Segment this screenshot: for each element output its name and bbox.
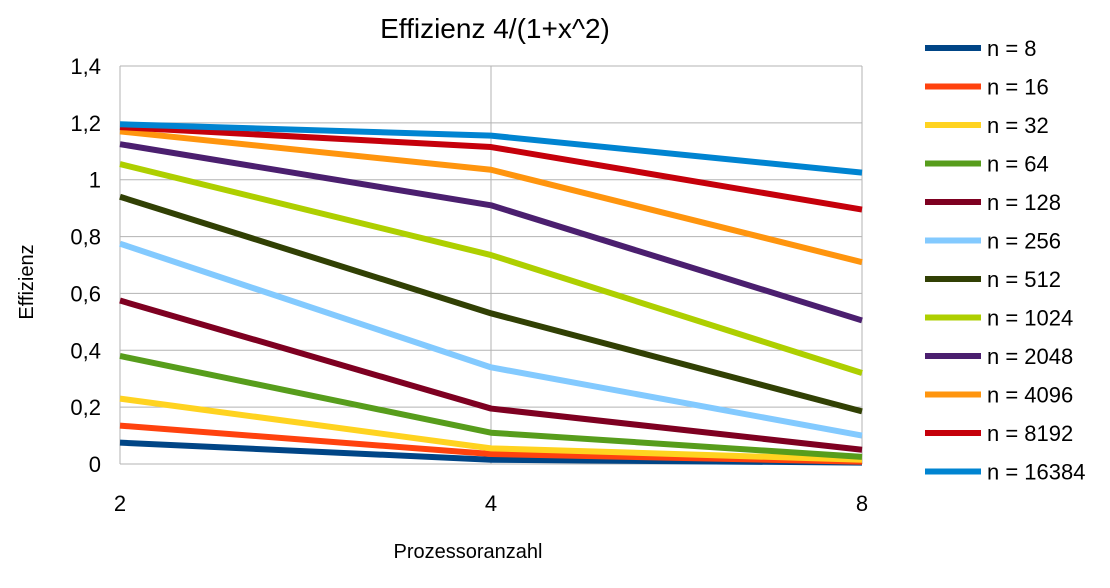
legend-item: n = 2048 (925, 344, 1073, 369)
series-line-n16 (119, 422, 863, 465)
legend-item: n = 4096 (925, 383, 1073, 408)
y-tick-label: 0,8 (70, 225, 101, 250)
series-line-n32 (119, 395, 863, 463)
y-tick-label: 1 (89, 168, 101, 193)
legend-item: n = 16 (925, 75, 1049, 100)
legend-item: n = 128 (925, 190, 1061, 215)
x-tick-label: 2 (114, 491, 126, 516)
legend-label: n = 2048 (987, 344, 1073, 369)
legend-label: n = 256 (987, 229, 1061, 254)
legend-item: n = 32 (925, 113, 1049, 138)
legend-label: n = 8192 (987, 421, 1073, 446)
legend-item: n = 1024 (925, 306, 1073, 331)
series-line-n256 (119, 240, 863, 439)
legend-label: n = 64 (987, 152, 1049, 177)
series-line-n8192 (119, 124, 863, 213)
legend-item: n = 16384 (925, 460, 1085, 485)
series-line-n512 (119, 193, 863, 415)
x-tick-label: 8 (856, 491, 868, 516)
y-tick-label: 1,2 (70, 111, 101, 136)
series-lines (119, 121, 863, 466)
legend-item: n = 256 (925, 229, 1061, 254)
legend-label: n = 16384 (987, 460, 1085, 485)
series-line-n64 (119, 353, 863, 460)
series-line-n4096 (119, 128, 863, 266)
y-tick-label: 0,4 (70, 338, 101, 363)
y-axis-label: Effizienz (16, 244, 38, 319)
legend-item: n = 8192 (925, 421, 1073, 446)
legend-label: n = 1024 (987, 306, 1073, 331)
chart-title: Effizienz 4/(1+x^2) (380, 13, 610, 44)
series-line-n16384 (119, 121, 863, 176)
legend-item: n = 64 (925, 152, 1049, 177)
y-tick-label: 1,4 (70, 54, 101, 79)
legend-label: n = 4096 (987, 383, 1073, 408)
x-axis-ticks: 2 4 8 (114, 491, 868, 516)
x-tick-label: 4 (485, 491, 497, 516)
legend-item: n = 8 (925, 36, 1037, 61)
y-axis-ticks: 0 0,2 0,4 0,6 0,8 1 1,2 1,4 (70, 54, 101, 477)
legend-label: n = 512 (987, 267, 1061, 292)
legend-label: n = 128 (987, 190, 1061, 215)
legend-label: n = 8 (987, 36, 1037, 61)
legend-item: n = 512 (925, 267, 1061, 292)
series-line-n2048 (119, 141, 863, 324)
y-tick-label: 0 (89, 452, 101, 477)
y-tick-label: 0,6 (70, 281, 101, 306)
legend-label: n = 16 (987, 75, 1049, 100)
series-line-n128 (119, 297, 863, 453)
legend-label: n = 32 (987, 113, 1049, 138)
series-line-n1024 (119, 161, 863, 376)
legend: n = 8 n = 16 n = 32 n = 64 n = 128 n = 256 n =… (925, 36, 1085, 485)
x-axis-label: Prozessoranzahl (394, 541, 543, 563)
y-tick-label: 0,2 (70, 395, 101, 420)
